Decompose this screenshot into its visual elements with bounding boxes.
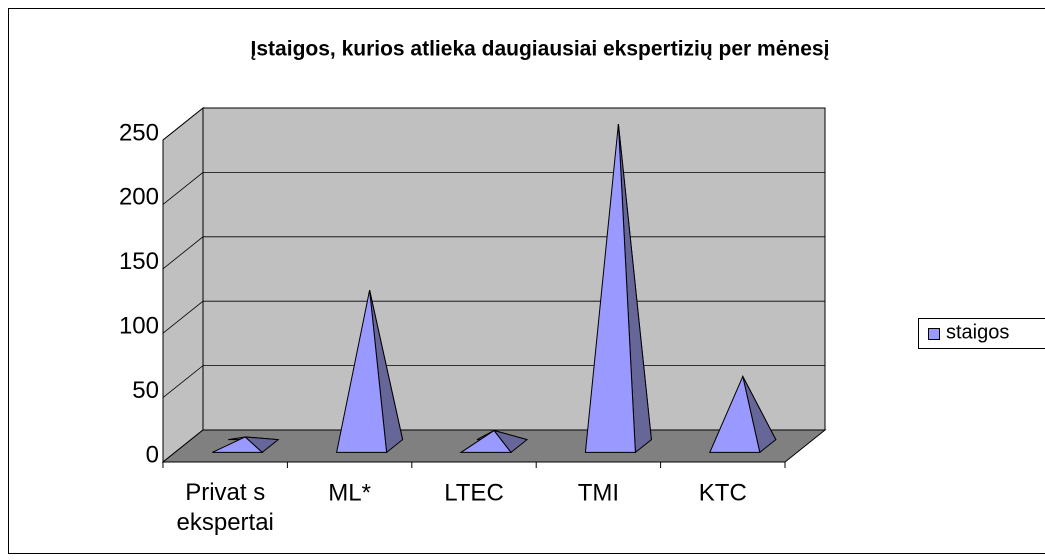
pyramid (335, 290, 404, 454)
x-tick-label: KTC (699, 479, 747, 506)
x-tick-label-line: Privat s (185, 479, 265, 506)
x-tick-label: Privat s ekspertai (177, 479, 274, 536)
pyramid-front (211, 436, 264, 453)
x-tick-label-line: ekspertai (177, 509, 274, 536)
back-wall (202, 107, 826, 431)
y-tick-label: 100 (119, 313, 159, 340)
y-tick-label: 50 (132, 377, 159, 404)
x-tick-label: ML* (328, 479, 371, 506)
legend-label: staigos (946, 321, 1009, 343)
pyramid (584, 123, 652, 454)
grid-line (162, 107, 825, 141)
side-wall (162, 106, 204, 464)
pyramid (459, 429, 529, 454)
y-tick-label: 200 (119, 184, 159, 211)
legend-swatch (928, 328, 940, 340)
pyramid (709, 374, 777, 454)
pyramid-front (709, 374, 761, 453)
y-tick-label: 150 (119, 248, 159, 275)
pyramid (211, 436, 280, 454)
chart-title: Įstaigos, kurios atlieka daugiausiai eks… (251, 38, 830, 61)
pyramid-front (335, 290, 388, 453)
pyramid-front (584, 123, 636, 453)
pyramid-front (459, 429, 513, 453)
y-tick-label: 250 (119, 119, 159, 146)
x-tick-label: TMI (578, 479, 619, 506)
y-tick-label: 0 (146, 441, 159, 468)
x-tick-label: LTEC (444, 479, 504, 506)
